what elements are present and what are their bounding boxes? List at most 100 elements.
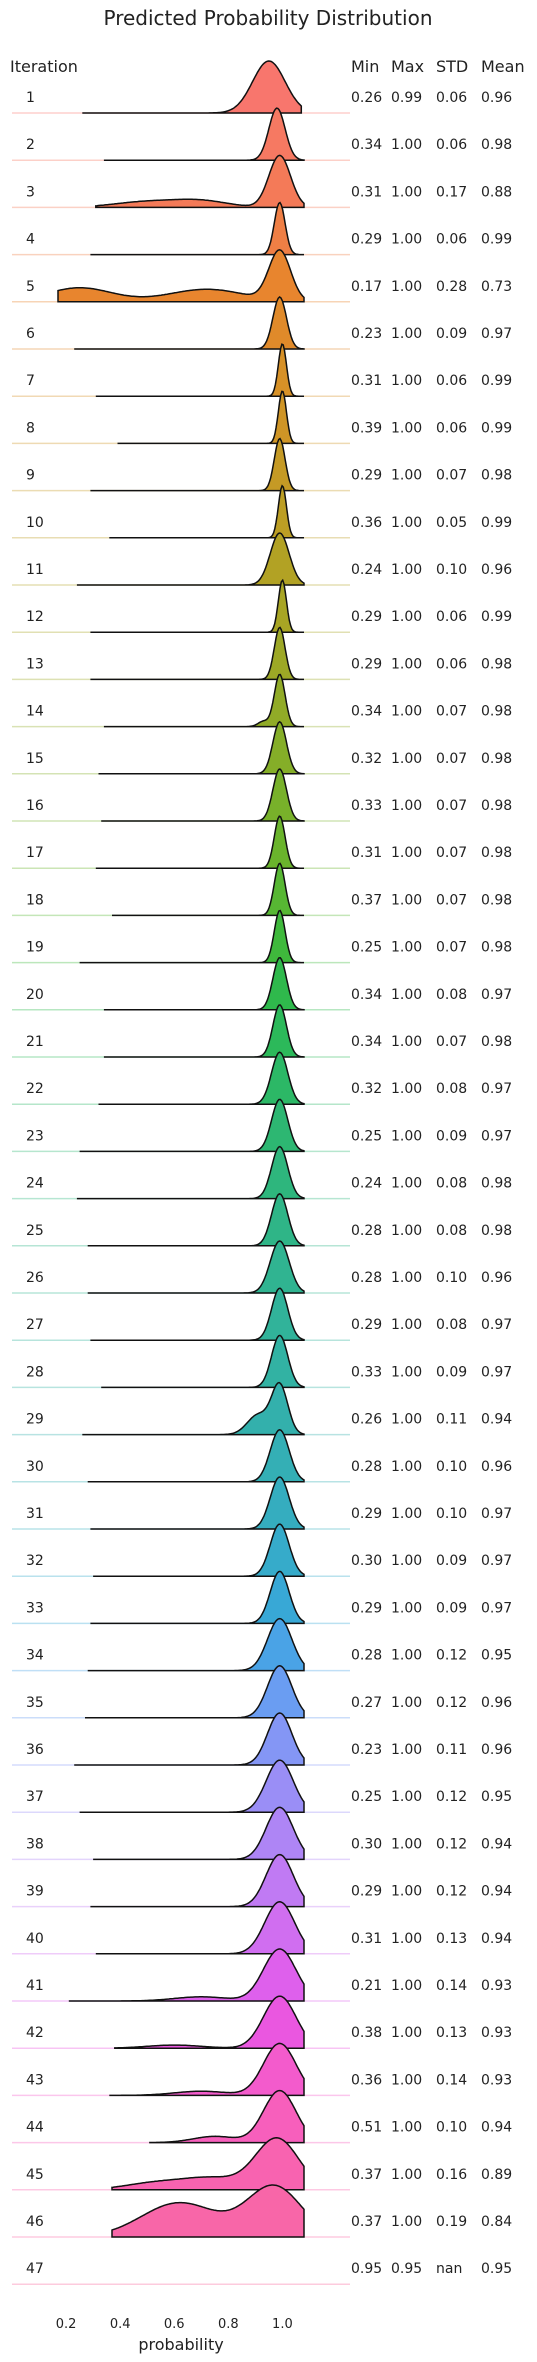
ridge-row: 39 0.29 1.00 0.12 0.94 [12, 1853, 512, 1908]
density-ridge [117, 390, 304, 445]
max-value: 1.00 [391, 137, 422, 153]
ridge-row: 41 0.21 1.00 0.14 0.93 [12, 1948, 512, 2002]
min-value: 0.37 [351, 2214, 382, 2230]
min-value: 0.26 [351, 1412, 382, 1428]
ridge-row: 36 0.23 1.00 0.11 0.96 [12, 1712, 512, 1766]
std-value: 0.10 [436, 2120, 467, 2136]
iteration-label: 1 [26, 90, 35, 106]
max-value: 1.00 [391, 468, 422, 484]
max-value: 1.00 [391, 1459, 422, 1475]
ridge-row: 23 0.25 1.00 0.09 0.97 [12, 1098, 512, 1153]
max-value: 1.00 [391, 751, 422, 767]
mean-value: 0.98 [481, 137, 512, 153]
std-value: 0.12 [436, 1884, 467, 1900]
max-value: 1.00 [391, 2120, 422, 2136]
max-value: 1.00 [391, 2167, 422, 2183]
ridge-row: 14 0.34 1.00 0.07 0.98 [12, 673, 512, 728]
iteration-label: 47 [26, 2261, 44, 2277]
min-value: 0.95 [351, 2261, 382, 2277]
iteration-label: 35 [26, 1695, 44, 1711]
iteration-label: 14 [26, 704, 44, 720]
min-value: 0.28 [351, 1223, 382, 1239]
density-ridge [79, 1759, 305, 1813]
density-ridge [90, 201, 304, 256]
density-ridge [95, 154, 305, 209]
density-ridge [149, 2089, 305, 2144]
max-value: 1.00 [391, 1695, 422, 1711]
density-ridge [101, 1334, 305, 1389]
ridge-row: 16 0.33 1.00 0.07 0.98 [12, 768, 512, 822]
ridge-row: 46 0.37 1.00 0.19 0.84 [12, 2184, 512, 2238]
density-ridge [90, 578, 304, 633]
ridge-row: 40 0.31 1.00 0.13 0.94 [12, 1901, 512, 1955]
ridge-row: 13 0.29 1.00 0.06 0.98 [12, 626, 512, 681]
x-tick-label: 0.6 [164, 2317, 185, 2332]
iteration-label: 13 [26, 656, 44, 672]
x-tick-label: 1.0 [272, 2317, 293, 2332]
iteration-label: 18 [26, 892, 44, 908]
max-value: 1.00 [391, 845, 422, 861]
iteration-label: 38 [26, 1836, 44, 1852]
iteration-label: 42 [26, 2025, 44, 2041]
ridge-row: 24 0.24 1.00 0.08 0.98 [12, 1145, 512, 1200]
ridge-row: 5 0.17 1.00 0.28 0.73 [12, 249, 512, 303]
density-ridge [85, 1665, 305, 1719]
mean-value: 0.94 [481, 1931, 512, 1947]
ridge-row: 2 0.34 1.00 0.06 0.98 [12, 107, 512, 161]
density-ridge [103, 107, 305, 161]
chart-title: Predicted Probability Distribution [103, 6, 432, 30]
max-value: 1.00 [391, 1789, 422, 1805]
density-ridge [101, 768, 305, 822]
min-value: 0.32 [351, 751, 382, 767]
iteration-label: 4 [26, 232, 35, 248]
std-value: 0.10 [436, 1270, 467, 1286]
ridge-row: 20 0.34 1.00 0.08 0.97 [12, 957, 512, 1011]
max-value: 1.00 [391, 1600, 422, 1616]
iteration-label: 21 [26, 1034, 44, 1050]
ridge-row: 11 0.24 1.00 0.10 0.96 [12, 532, 512, 586]
density-ridge [90, 437, 304, 492]
density-ridge [87, 1429, 305, 1483]
min-value: 0.36 [351, 2072, 382, 2088]
mean-value: 0.98 [481, 798, 512, 814]
mean-value: 0.96 [481, 1270, 512, 1286]
min-value: 0.29 [351, 232, 382, 248]
max-value: 1.00 [391, 656, 422, 672]
min-value: 0.29 [351, 609, 382, 625]
min-value: 0.51 [351, 2120, 382, 2136]
max-value: 1.00 [391, 1978, 422, 1994]
mean-value: 0.93 [481, 2025, 512, 2041]
mean-value: 0.98 [481, 845, 512, 861]
std-value: 0.09 [436, 326, 467, 342]
max-value: 0.99 [391, 90, 422, 106]
mean-value: 0.97 [481, 1081, 512, 1097]
mean-value: 0.97 [481, 1506, 512, 1522]
std-value: 0.08 [436, 1223, 467, 1239]
iteration-label: 28 [26, 1364, 44, 1380]
mean-value: 0.94 [481, 1412, 512, 1428]
min-value: 0.29 [351, 468, 382, 484]
mean-value: 0.98 [481, 1223, 512, 1239]
density-ridge [87, 1240, 305, 1294]
max-value: 1.00 [391, 1742, 422, 1758]
min-value: 0.38 [351, 2025, 382, 2041]
iteration-label: 41 [26, 1978, 44, 1994]
max-value: 1.00 [391, 326, 422, 342]
density-ridge [74, 296, 305, 350]
ridge-row: 21 0.34 1.00 0.07 0.98 [12, 1004, 512, 1058]
iteration-label: 5 [26, 279, 35, 295]
max-value: 1.00 [391, 1128, 422, 1144]
std-value: 0.16 [436, 2167, 467, 2183]
max-value: 1.00 [391, 420, 422, 436]
mean-value: 0.94 [481, 1836, 512, 1852]
mean-value: 0.94 [481, 2120, 512, 2136]
ridge-row: 44 0.51 1.00 0.10 0.94 [12, 2089, 512, 2144]
ridge-row: 18 0.37 1.00 0.07 0.98 [12, 862, 512, 917]
iteration-label: 40 [26, 1931, 44, 1947]
density-ridge [82, 60, 303, 114]
iteration-label: 33 [26, 1600, 44, 1616]
mean-value: 0.96 [481, 562, 512, 578]
iteration-label: 32 [26, 1553, 44, 1569]
ridge-row: 42 0.38 1.00 0.13 0.93 [12, 1995, 512, 2049]
iteration-label: 16 [26, 798, 44, 814]
